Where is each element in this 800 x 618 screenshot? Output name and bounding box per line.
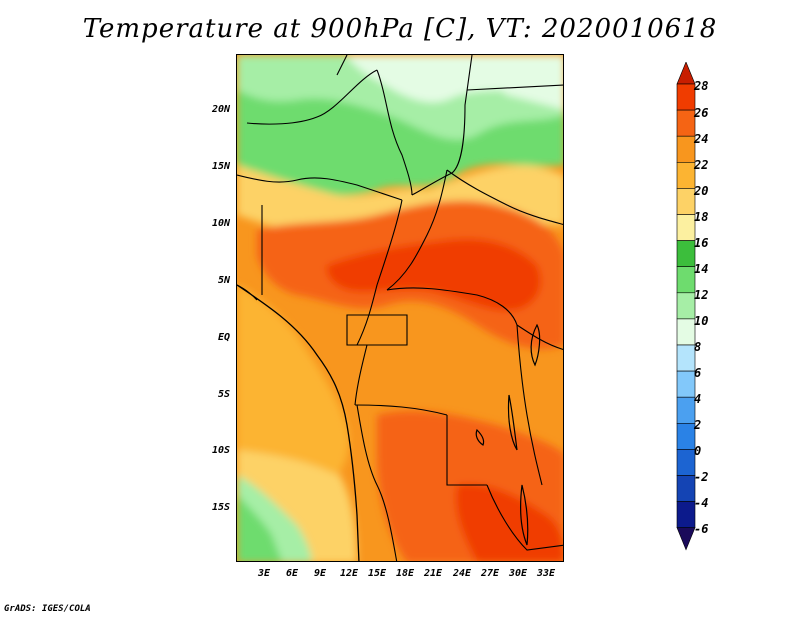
lon-label-9e: 9E <box>313 568 327 579</box>
colorbar-bin <box>676 83 696 111</box>
colorbar-label-12: 12 <box>694 288 709 302</box>
lon-label-12e: 12E <box>339 568 359 579</box>
colorbar-bin <box>676 214 696 241</box>
colorbar-label-28: 28 <box>694 79 709 93</box>
colorbar-label-18: 18 <box>694 210 709 224</box>
colorbar <box>676 62 696 551</box>
map-title: Temperature at 900hPa [C], VT: 202001061… <box>82 14 718 44</box>
lat-label-10n: 10N <box>211 218 230 229</box>
lon-label-6e: 6E <box>285 568 299 579</box>
field-palegreen-ne <box>487 55 563 110</box>
colorbar-label-2: 2 <box>694 418 702 432</box>
lake-outlines <box>475 323 541 546</box>
colorbar-label-8: 8 <box>694 340 702 354</box>
lon-label-15e: 15E <box>367 568 387 579</box>
grads-credit: GrADS: IGES/COLA <box>4 604 91 614</box>
lat-label-15n: 15N <box>211 161 230 172</box>
colorbar-label-neg2: -2 <box>694 470 709 484</box>
field-red-core <box>326 238 541 311</box>
lat-label-20n: 20N <box>211 104 230 115</box>
colorbar-label-0: 0 <box>694 444 702 458</box>
colorbar-label-16: 16 <box>694 236 709 250</box>
colorbar-label-10: 10 <box>694 314 709 328</box>
field-ocean-ochre <box>237 285 349 475</box>
colorbar-bottom-triangle <box>676 527 696 551</box>
colorbar-label-22: 22 <box>694 158 709 172</box>
colorbar-bin <box>676 422 696 450</box>
lat-label-10s: 10S <box>211 445 230 456</box>
colorbar-label-4: 4 <box>694 392 702 406</box>
colorbar-bin <box>676 266 696 294</box>
colorbar-bin <box>676 449 696 476</box>
field-red-southeast <box>455 484 563 561</box>
lat-label-5s: 5S <box>217 389 230 400</box>
colorbar-label-6: 6 <box>694 366 702 380</box>
colorbar-bin <box>676 318 696 346</box>
colorbar-bin <box>676 292 696 320</box>
temperature-field <box>237 55 563 561</box>
colorbar-bin <box>676 475 696 502</box>
field-green-southwest <box>237 495 282 561</box>
colorbar-label-24: 24 <box>694 132 709 146</box>
lon-label-24e: 24E <box>452 568 472 579</box>
colorbar-bin <box>676 344 696 372</box>
colorbar-bin <box>676 109 696 137</box>
lon-label-3e: 3E <box>257 568 271 579</box>
colorbar-label-neg4: -4 <box>694 496 709 510</box>
lat-label-5n: 5N <box>217 275 230 286</box>
colorbar-label-20: 20 <box>694 184 709 198</box>
lat-label-15s: 15S <box>211 502 230 513</box>
colorbar-top-triangle <box>676 62 696 85</box>
lon-label-30e: 30E <box>508 568 528 579</box>
colorbar-bin <box>676 135 696 163</box>
colorbar-label-neg6: -6 <box>694 522 709 536</box>
lon-label-21e: 21E <box>423 568 443 579</box>
country-borders <box>237 55 563 561</box>
lon-label-27e: 27E <box>480 568 500 579</box>
colorbar-bin <box>676 240 696 268</box>
temperature-map <box>236 54 564 562</box>
colorbar-bin <box>676 162 696 189</box>
colorbar-bin <box>676 188 696 215</box>
colorbar-bin <box>676 370 696 398</box>
lon-label-18e: 18E <box>395 568 415 579</box>
coastline <box>237 284 360 561</box>
colorbar-label-26: 26 <box>694 106 709 120</box>
lat-label-eq: EQ <box>217 332 230 343</box>
lon-label-33e: 33E <box>536 568 556 579</box>
colorbar-bin <box>676 396 696 424</box>
colorbar-label-14: 14 <box>694 262 709 276</box>
colorbar-bin <box>676 501 696 529</box>
